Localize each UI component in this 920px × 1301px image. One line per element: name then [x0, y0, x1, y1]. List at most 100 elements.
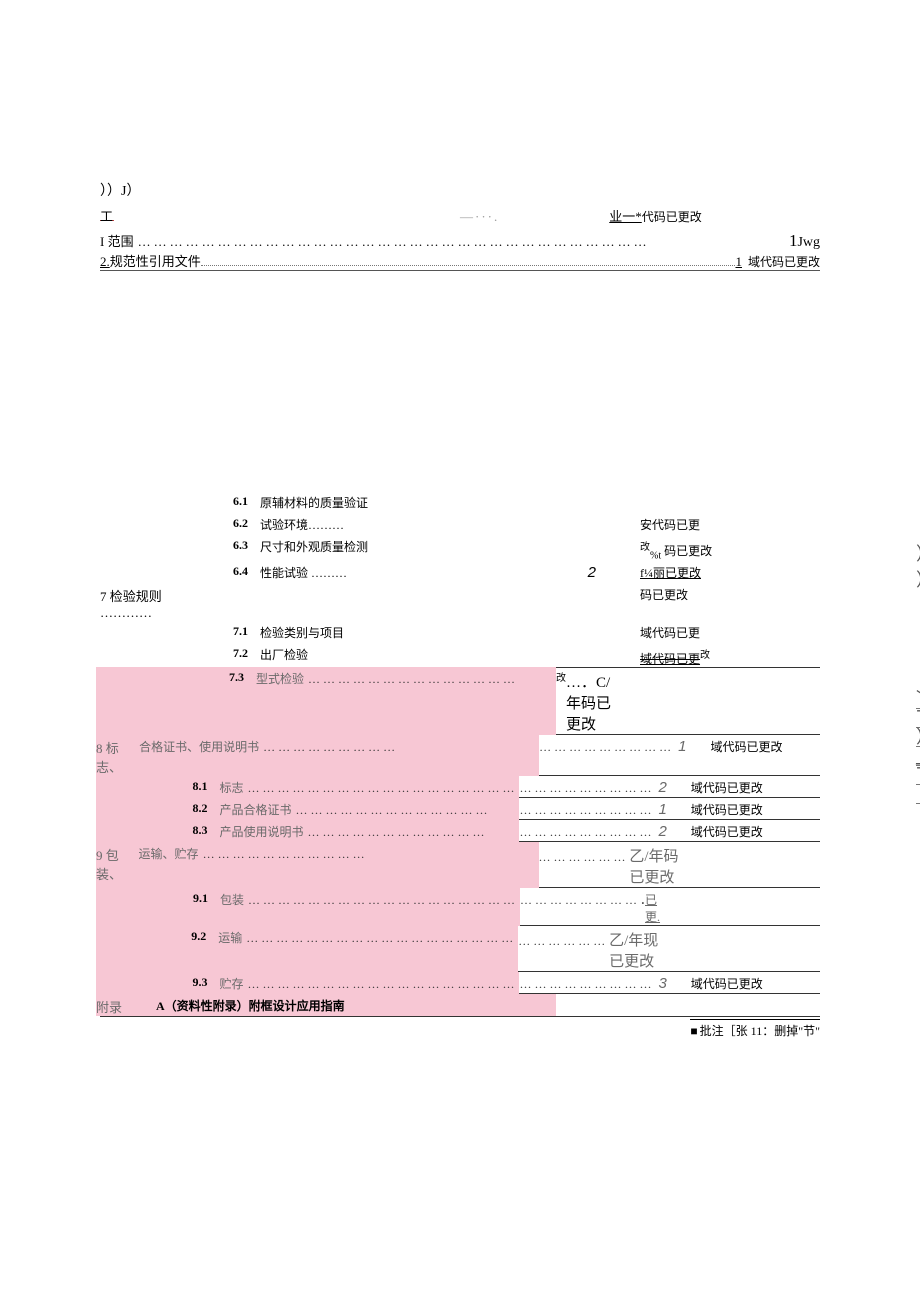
toc-row: 6.3 尺寸和外观质量检测 改%t 码已更改 — [100, 535, 820, 561]
toc-row: 9.1 包装……………………………………………… ……………………．已更. — [100, 888, 820, 926]
row-mid — [510, 583, 620, 621]
row-title: 检验类别与项目 — [260, 621, 560, 643]
row-num: 8.2 — [96, 798, 219, 820]
toc-row: 9.3 贮存……………………………………………… ………………………3 域代码已… — [100, 972, 820, 994]
row-right: 码已更改 — [620, 583, 820, 621]
sup-tail: 改 — [700, 650, 710, 661]
top-header-block: ））J） 工 —···. 业一* 代码已更改 I 范围 ………………………………… — [0, 180, 920, 271]
row-num: 7 检验规则 ………… — [100, 583, 210, 621]
row-title: 标志……………………………………………… — [219, 776, 519, 798]
row-title: 产品使用说明书……………………………… — [219, 820, 519, 842]
row-title: 型式检验…………………………………… — [256, 667, 556, 735]
row-right — [693, 842, 820, 888]
row-num: 6.4 — [100, 561, 260, 583]
row-title — [210, 583, 510, 621]
row-right — [620, 667, 820, 735]
toc-row: 8.2 产品合格证书………………………………… ………………………1 域代码已更… — [100, 798, 820, 820]
toc-row: 7.2 出厂检验 域代码已更改 — [100, 643, 820, 667]
row-num: 9.2 — [96, 926, 218, 972]
document-page: ））J） 工 —···. 业一* 代码已更改 I 范围 ………………………………… — [0, 0, 920, 1017]
toc-row: 7.1 检验类别与项目 域代码已更 — [100, 621, 820, 643]
row-num: 6.2 — [100, 513, 260, 535]
row-mid: ……………………．乙/年现已更改 — [518, 926, 672, 972]
toc-row: 6.4 性能试验 ……… 2 f¼丽已更改 — [100, 561, 820, 583]
toc-label: I 范围 — [100, 231, 134, 250]
code-changed-note: 代码已更改 — [642, 208, 702, 225]
divider-dots: —···. — [460, 209, 499, 225]
row-right: 域代码已更改 — [671, 776, 820, 798]
toc-row: 7 检验规则 ………… 码已更改 — [100, 583, 820, 621]
row-num: 9 包装、 — [96, 842, 139, 888]
row-num: 8 标志、 — [96, 735, 139, 776]
side-marks-2: ﹀ 丁 ） _) 丁 亅 — [916, 690, 920, 804]
row-num: 9.1 — [96, 888, 220, 926]
row-mid — [560, 621, 620, 643]
row-title: A（资料性附录）附框设计应用指南 — [156, 994, 556, 1016]
row-title: 贮存……………………………………………… — [219, 972, 519, 994]
row-right — [670, 888, 820, 926]
row-right: 域代码已更 — [620, 621, 820, 643]
toc-row: 6.1 原辅材料的质量验证 — [100, 491, 820, 513]
leader-dots — [201, 265, 736, 266]
row-right: f¼丽已更改 — [620, 561, 820, 583]
sup-mark: 改 — [640, 542, 650, 553]
row-mid: ………………………3 — [519, 972, 670, 994]
toc-row-appendix: 附录 A（资料性附录）附框设计应用指南 — [100, 994, 820, 1017]
biz-label: 业一* — [609, 206, 642, 225]
row-mid: ………………………2 — [519, 820, 670, 842]
row-mid: ……………………．已更. — [520, 888, 670, 926]
page-number: 1 — [789, 231, 798, 251]
row-title: 试验环境……… — [260, 513, 560, 535]
row-mid — [560, 491, 620, 513]
row-title: 出厂检验 — [260, 643, 560, 667]
row-mid — [560, 513, 620, 535]
tail-text: 域代码已更改 — [742, 253, 820, 270]
row-num: 附录 — [96, 994, 156, 1016]
row-num: 8.1 — [96, 776, 219, 798]
row-right: 改%t 码已更改 — [620, 535, 820, 561]
mid-right-text: …．C/年码已更改 — [566, 671, 620, 734]
toc-row: 9 包装、 运输、贮存…………………………… ……………………．乙/年码已更改 — [100, 842, 820, 888]
toc-row: 6.2 试验环境……… 安代码已更 — [100, 513, 820, 535]
row-mid: ………………………1 — [519, 798, 670, 820]
row-num: 9.3 — [96, 972, 219, 994]
comment-annotation: 批注［张 11：删掉"节" — [690, 1019, 820, 1039]
row-mid: ………………………2 — [519, 776, 670, 798]
side-marks-1: ） ） — [916, 540, 920, 592]
row-mid: 改…．C/年码已更改 — [556, 667, 620, 735]
row-num: 8.3 — [96, 820, 219, 842]
page-num: 2 — [584, 564, 600, 581]
tail-text: Jwg — [797, 235, 820, 251]
leader-dots: …………………………………………………………………………………… — [134, 234, 789, 250]
toc-row-normative: 2. 规范性引用文件 1 域代码已更改 — [100, 251, 820, 271]
row-title: 运输……………………………………………… — [218, 926, 518, 972]
top-garbled-text: ））J） — [100, 180, 820, 200]
row-right — [620, 491, 820, 513]
row-title: 性能试验 ……… — [260, 561, 560, 583]
row-right: 域代码已更改 — [690, 735, 820, 776]
row-title: 原辅材料的质量验证 — [260, 491, 560, 513]
row-title: 合格证书、使用说明书……………………… — [139, 735, 539, 776]
toc-row: 8.1 标志……………………………………………… ………………………2 域代码已… — [100, 776, 820, 798]
underline-mark: 工 — [100, 206, 114, 221]
row-title: 尺寸和外观质量检测 — [260, 535, 560, 561]
row-num: 7.3 — [96, 667, 256, 735]
row-mid: ……………………．乙/年码已更改 — [539, 842, 693, 888]
row-right: 域代码已更改 — [671, 798, 820, 820]
row-right: 域代码已更改 — [671, 820, 820, 842]
row-mid: 2 — [560, 561, 620, 583]
row-mid — [560, 535, 620, 561]
toc-row: 8 标志、 合格证书、使用说明书……………………… ………………………1 域代码… — [100, 735, 820, 776]
row-num: 6.3 — [100, 535, 260, 561]
row-num: 7.2 — [100, 643, 260, 667]
toc-num: 2. — [100, 254, 110, 270]
row-right — [620, 994, 820, 1016]
toc-row: 9.2 运输……………………………………………… ……………………．乙/年现已更… — [100, 926, 820, 972]
toc-label: 规范性引用文件 — [110, 251, 201, 270]
row-right: 域代码已更改 — [671, 972, 820, 994]
toc-row-scope: I 范围 …………………………………………………………………………………… 1 … — [100, 231, 820, 251]
row-title: 运输、贮存…………………………… — [139, 842, 539, 888]
row-right: 安代码已更 — [620, 513, 820, 535]
row-right: 域代码已更改 — [620, 643, 820, 667]
main-toc-block: 6.1 原辅材料的质量验证 6.2 试验环境……… 安代码已更 6.3 尺寸和外… — [0, 491, 920, 1017]
